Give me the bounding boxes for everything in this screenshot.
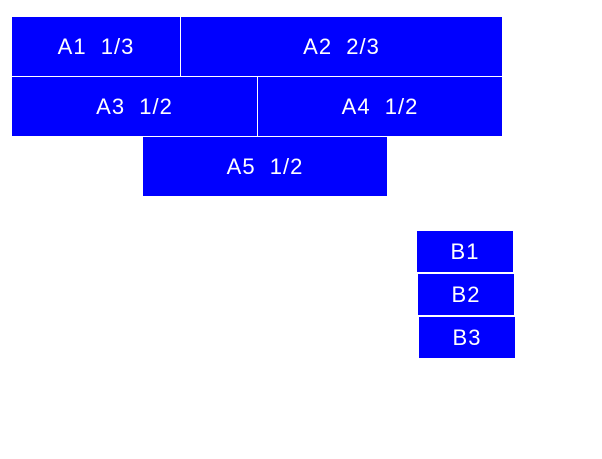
box-b1: B1: [417, 231, 513, 272]
box-b3: B3: [419, 317, 515, 358]
box-a4: A4 1/2: [258, 77, 502, 136]
box-a1: A1 1/3: [12, 17, 180, 76]
box-a3: A3 1/2: [12, 77, 257, 136]
box-a2: A2 2/3: [181, 17, 502, 76]
box-a5: A5 1/2: [143, 137, 387, 196]
box-b2: B2: [418, 274, 514, 315]
